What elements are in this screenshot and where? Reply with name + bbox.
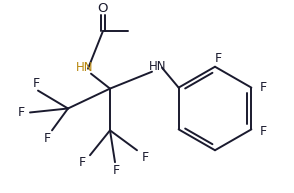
Text: HN: HN (76, 61, 94, 74)
Text: F: F (112, 164, 120, 177)
Text: O: O (98, 2, 108, 14)
Text: F: F (260, 125, 267, 138)
Text: F: F (78, 156, 86, 169)
Text: F: F (260, 81, 267, 94)
Text: F: F (44, 132, 51, 145)
Text: HN: HN (149, 60, 167, 73)
Text: F: F (141, 151, 148, 164)
Text: F: F (32, 77, 40, 90)
Text: F: F (17, 106, 25, 119)
Text: F: F (214, 52, 222, 65)
